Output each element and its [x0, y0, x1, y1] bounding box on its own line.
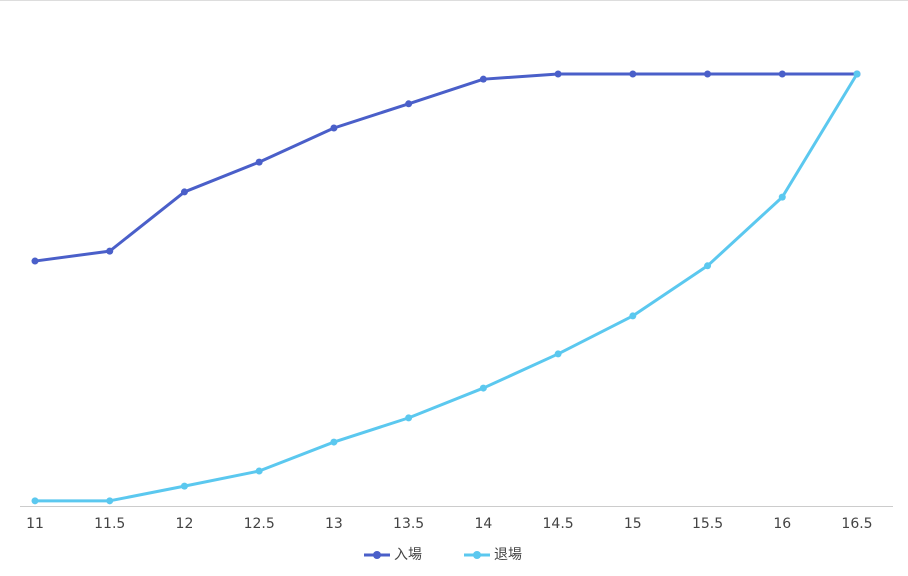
- series-line: [34, 72, 857, 263]
- x-tick-label: 11.5: [94, 516, 125, 532]
- legend-marker: [473, 551, 481, 559]
- x-tick-label: 11: [26, 516, 44, 532]
- x-tick-label: 14.5: [543, 516, 574, 532]
- data-point: [629, 70, 637, 78]
- data-point: [554, 350, 562, 358]
- data-point: [778, 193, 786, 201]
- data-point: [704, 262, 712, 270]
- x-tick-label: 15: [624, 516, 642, 532]
- data-point: [31, 257, 39, 265]
- data-point: [629, 312, 637, 320]
- data-point: [180, 188, 188, 196]
- data-point: [554, 70, 562, 78]
- data-point: [106, 497, 114, 505]
- data-point: [405, 414, 413, 422]
- x-tick-label: 13.5: [393, 516, 424, 532]
- data-point: [778, 70, 786, 78]
- data-point: [405, 100, 413, 108]
- data-point: [255, 467, 263, 475]
- legend-marker: [373, 551, 381, 559]
- data-point: [479, 75, 487, 83]
- data-point: [704, 70, 712, 78]
- data-point: [330, 124, 338, 132]
- data-point: [853, 70, 861, 78]
- data-point: [180, 482, 188, 490]
- x-tick-label: 12: [176, 516, 194, 532]
- data-point: [255, 158, 263, 166]
- x-tick-label: 13: [325, 516, 343, 532]
- data-point: [479, 384, 487, 392]
- x-tick-label: 16.5: [841, 516, 872, 532]
- data-point: [31, 497, 39, 505]
- data-point: [106, 247, 114, 255]
- x-tick-label: 15.5: [692, 516, 723, 532]
- series-line: [35, 73, 859, 503]
- x-tick-label: 12.5: [244, 516, 275, 532]
- legend-label: 入場: [394, 547, 422, 563]
- legend-label: 退場: [494, 547, 522, 563]
- x-tick-label: 16: [773, 516, 791, 532]
- x-tick-label: 14: [474, 516, 492, 532]
- data-point: [330, 438, 338, 446]
